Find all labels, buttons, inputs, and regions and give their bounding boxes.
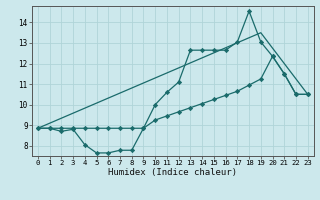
X-axis label: Humidex (Indice chaleur): Humidex (Indice chaleur)	[108, 168, 237, 177]
